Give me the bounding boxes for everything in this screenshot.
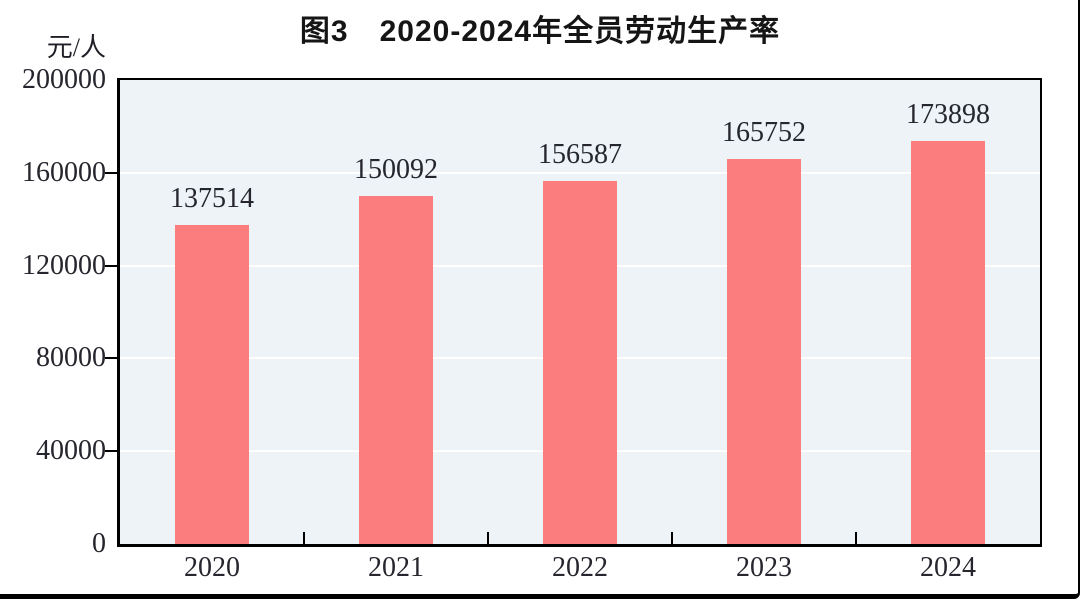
bar-slot-2021: 150092 xyxy=(304,80,488,544)
bar-2022 xyxy=(543,181,617,544)
y-axis-tick xyxy=(105,172,118,174)
y-axis-tick xyxy=(105,450,118,452)
bar-value-label-2023: 165752 xyxy=(722,117,806,148)
y-tick-label-40000: 40000 xyxy=(36,435,106,466)
x-tick-label-2023: 2023 xyxy=(736,552,792,583)
y-axis-tick xyxy=(105,265,118,267)
bar-value-label-2024: 173898 xyxy=(906,99,990,130)
x-axis-tick xyxy=(671,532,673,544)
bar-slot-2024: 173898 xyxy=(856,80,1040,544)
bar-slot-2023: 165752 xyxy=(672,80,856,544)
x-tick-label-2022: 2022 xyxy=(552,552,608,583)
y-tick-label-120000: 120000 xyxy=(22,250,106,281)
bar-value-label-2021: 150092 xyxy=(354,154,438,185)
y-tick-label-0: 0 xyxy=(92,528,106,559)
x-tick-label-2020: 2020 xyxy=(184,552,240,583)
x-axis-tick xyxy=(303,532,305,544)
bar-2023 xyxy=(727,159,801,544)
bar-2024 xyxy=(911,141,985,544)
y-tick-label-160000: 160000 xyxy=(22,157,106,188)
bar-value-label-2020: 137514 xyxy=(170,183,254,214)
plot-area: 137514 150092 156587 165752 173898 xyxy=(117,78,1042,547)
x-axis-tick xyxy=(487,532,489,544)
x-tick-label-2021: 2021 xyxy=(368,552,424,583)
y-tick-label-200000: 200000 xyxy=(22,64,106,95)
y-axis-unit-label: 元/人 xyxy=(46,33,106,62)
chart-title: 图3 2020-2024年全员劳动生产率 xyxy=(299,15,781,48)
y-axis-tick xyxy=(105,357,118,359)
bar-slot-2020: 137514 xyxy=(120,80,304,544)
bar-value-label-2022: 156587 xyxy=(538,139,622,170)
x-axis-tick xyxy=(855,532,857,544)
x-tick-label-2024: 2024 xyxy=(920,552,976,583)
gridline xyxy=(120,172,1040,174)
bar-slot-2022: 156587 xyxy=(488,80,672,544)
bar-2020 xyxy=(175,225,249,544)
y-tick-label-80000: 80000 xyxy=(36,342,106,373)
bar-2021 xyxy=(359,196,433,544)
